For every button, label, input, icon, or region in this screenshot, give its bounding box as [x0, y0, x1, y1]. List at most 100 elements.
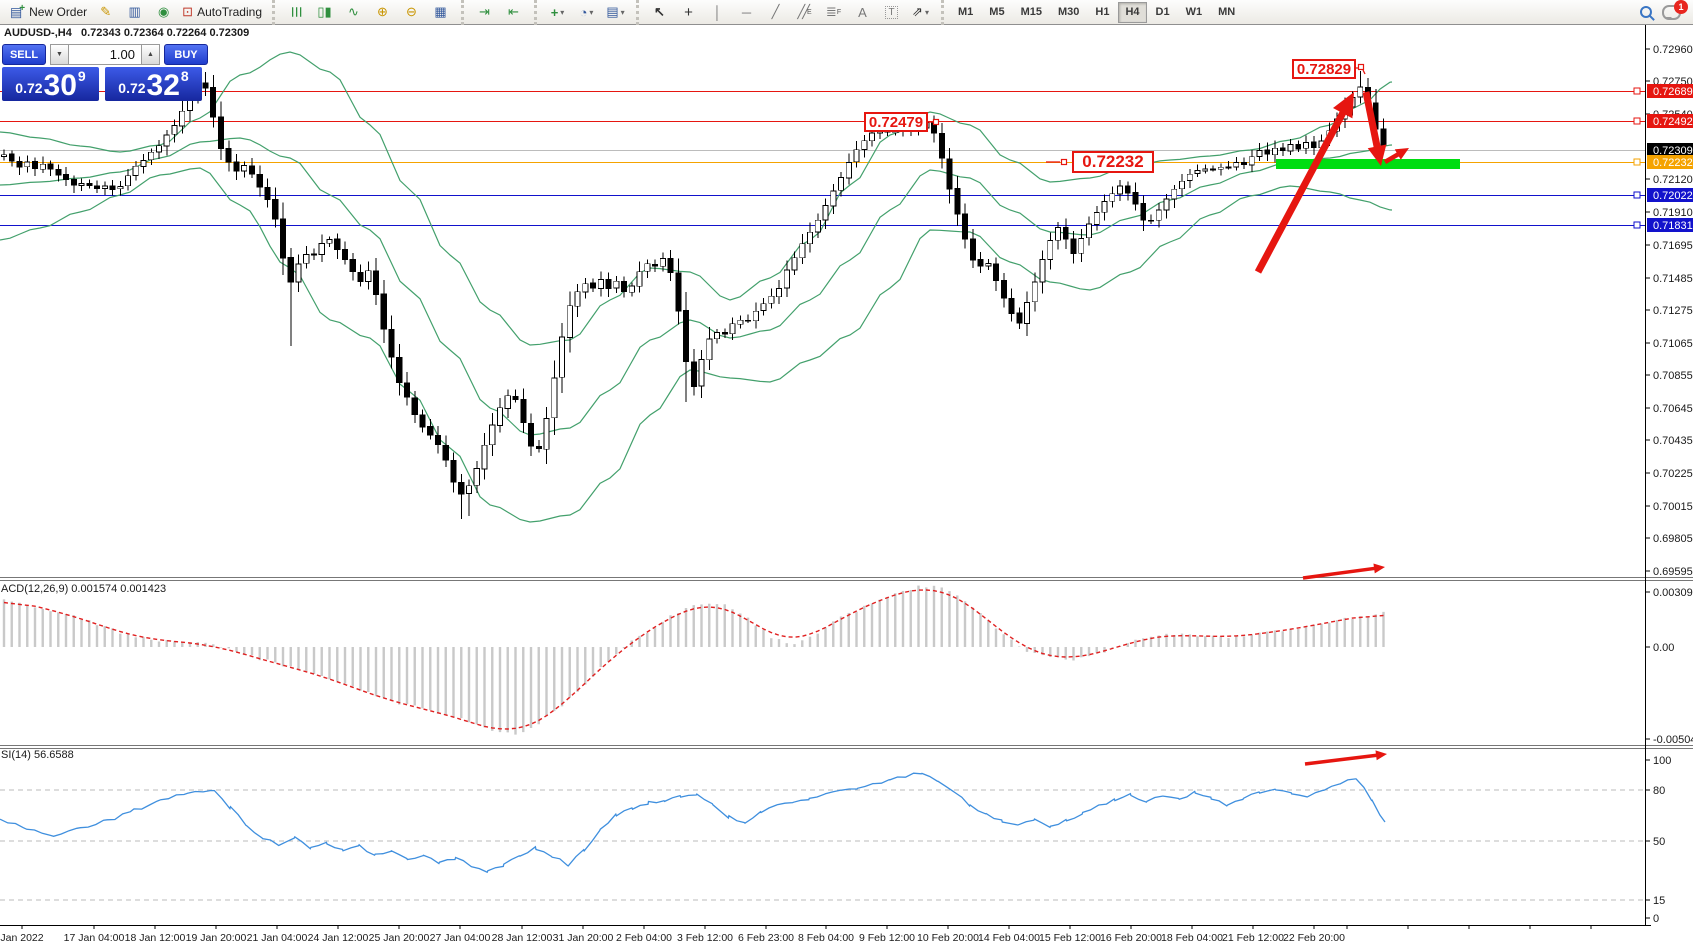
- support-zone-bar[interactable]: [1276, 159, 1460, 169]
- bar-chart-button[interactable]: ☰: [281, 1, 310, 24]
- chart-shift-button[interactable]: ⇤: [499, 1, 528, 24]
- svg-text:0.00: 0.00: [1653, 642, 1674, 654]
- macd-label: ACD(12,26,9) 0.001574 0.001423: [1, 583, 167, 595]
- arrows-button[interactable]: ⇗ ▾: [906, 1, 935, 24]
- svg-text:8 Feb 04:00: 8 Feb 04:00: [798, 932, 854, 944]
- svg-text:-0.005044: -0.005044: [1653, 734, 1693, 746]
- text-label-icon: T: [885, 5, 898, 19]
- tile-windows-icon: ▦: [434, 4, 447, 19]
- notification-badge: 1: [1674, 0, 1688, 14]
- svg-text:0.72960: 0.72960: [1653, 44, 1693, 56]
- line-chart-icon: ∿: [348, 4, 359, 19]
- tf-button-M30[interactable]: M30: [1057, 5, 1080, 18]
- zoom-in-button[interactable]: ⊕: [368, 1, 397, 24]
- zoom-in-icon: ⊕: [377, 4, 388, 19]
- svg-text:14 Feb 04:00: 14 Feb 04:00: [978, 932, 1040, 944]
- arrows-icon: ⇗: [912, 4, 923, 19]
- sell-price-prefix: 0.72: [15, 80, 43, 96]
- svg-text:21 Feb 12:00: 21 Feb 12:00: [1222, 932, 1284, 944]
- svg-text:0.70645: 0.70645: [1653, 403, 1693, 415]
- svg-text:0.72232: 0.72232: [1653, 157, 1693, 169]
- volume-down-stepper[interactable]: ▼: [50, 44, 69, 65]
- svg-text:0.71831: 0.71831: [1653, 220, 1693, 232]
- svg-text:0.72492: 0.72492: [1653, 116, 1693, 128]
- symbol-ohlc-title: AUDUSD-,H4 0.72343 0.72364 0.72264 0.723…: [4, 27, 250, 39]
- chevron-down-icon: ▾: [589, 7, 594, 17]
- tf-button-D1[interactable]: D1: [1155, 5, 1170, 18]
- cursor-button[interactable]: ↖: [645, 1, 674, 24]
- tf-button-M1[interactable]: M1: [958, 5, 974, 18]
- svg-text:0.71910: 0.71910: [1653, 207, 1693, 219]
- time-axis: Jan 2022 17 Jan 04:00 18 Jan 12:00 19 Jan 2…: [0, 925, 1592, 944]
- svg-text:0.72022: 0.72022: [1653, 190, 1693, 202]
- tf-button-H4[interactable]: H4: [1118, 1, 1147, 23]
- svg-text:17 Jan 04:00: 17 Jan 04:00: [64, 932, 125, 944]
- search-icon[interactable]: [1640, 6, 1652, 18]
- candlestick-button[interactable]: ▯▮: [310, 1, 339, 24]
- signal-button[interactable]: ◉: [149, 1, 178, 24]
- svg-text:50: 50: [1653, 836, 1665, 848]
- trendline-button[interactable]: ╱: [761, 1, 790, 24]
- terminal-icon: ▥: [128, 4, 141, 19]
- sell-price-display[interactable]: 0.72 30 9: [2, 67, 99, 101]
- svg-text:0.71065: 0.71065: [1653, 338, 1693, 350]
- tf-button-M5[interactable]: M5: [989, 5, 1005, 18]
- tf-button-MN[interactable]: MN: [1218, 5, 1236, 18]
- sell-price-sup: 9: [77, 68, 86, 84]
- trend-arrows[interactable]: [928, 63, 1409, 766]
- template-icon: ▤: [606, 4, 619, 19]
- tf-button-W1[interactable]: W1: [1185, 5, 1203, 18]
- new-order-button[interactable]: ▤+ New Order: [6, 1, 91, 24]
- channel-button[interactable]: ╱╱ E: [797, 4, 812, 19]
- templates-button[interactable]: ▤ ▾: [601, 1, 630, 24]
- line-chart-button[interactable]: ∿: [339, 1, 368, 24]
- svg-text:25 Jan 20:00: 25 Jan 20:00: [369, 932, 430, 944]
- tf-button-H1[interactable]: H1: [1095, 5, 1110, 18]
- toolbar-group-standard: ▤+ New Order ✎ ▥ ◉ ⊡ AutoTrading: [4, 0, 270, 25]
- annotation-peak-price[interactable]: 0.72829: [1292, 59, 1356, 79]
- terminal-button[interactable]: ▥: [120, 1, 149, 24]
- svg-text:0.72689: 0.72689: [1653, 86, 1693, 98]
- rsi-label: SI(14) 56.6588: [1, 749, 74, 761]
- candles: [0, 71, 1387, 519]
- auto-scroll-button[interactable]: ⇥: [470, 1, 499, 24]
- indicators-button[interactable]: + ▾: [543, 1, 572, 24]
- buy-price-sup: 8: [180, 68, 189, 84]
- tf-button-M15[interactable]: M15: [1020, 5, 1042, 18]
- annotation-mid-price[interactable]: 0.72479: [864, 112, 928, 132]
- one-click-trade-panel: SELL ▼ 1.00 ▲ BUY 0.72 30 9 0.72 32 8: [2, 44, 208, 101]
- zoom-out-icon: ⊖: [406, 4, 417, 19]
- text-button[interactable]: A: [848, 1, 877, 24]
- chat-icon[interactable]: 1: [1662, 0, 1688, 20]
- svg-text:0.69805: 0.69805: [1653, 533, 1693, 545]
- top-toolbar: ▤+ New Order ✎ ▥ ◉ ⊡ AutoTrading ☰ ▯▮ ∿ …: [0, 0, 1693, 25]
- vertical-line-button[interactable]: │: [703, 1, 732, 24]
- chevron-down-icon: ▾: [560, 7, 565, 17]
- volume-up-stepper[interactable]: ▲: [141, 44, 160, 65]
- svg-text:18 Feb 04:00: 18 Feb 04:00: [1161, 932, 1223, 944]
- volume-input[interactable]: 1.00: [69, 44, 141, 65]
- trendline-icon: ╱: [771, 4, 780, 19]
- signal-icon: ◉: [157, 4, 170, 19]
- price-axis: 0.729600.727500.725400.721200.719100.716…: [1645, 44, 1693, 925]
- svg-text:21 Jan 04:00: 21 Jan 04:00: [247, 932, 308, 944]
- buy-price-display[interactable]: 0.72 32 8: [105, 67, 202, 101]
- annotation-support-price[interactable]: 0.72232: [1072, 151, 1154, 173]
- channel-icon: ╱╱: [797, 4, 810, 19]
- svg-text:10 Feb 20:00: 10 Feb 20:00: [917, 932, 979, 944]
- horizontal-line-button[interactable]: ─: [732, 1, 761, 24]
- autotrading-button[interactable]: ⊡ AutoTrading: [178, 1, 266, 24]
- svg-text:0.003094: 0.003094: [1653, 587, 1693, 599]
- periods-button[interactable]: ◔ ▾: [572, 1, 601, 24]
- svg-text:9 Feb 12:00: 9 Feb 12:00: [859, 932, 915, 944]
- buy-button[interactable]: BUY: [164, 44, 208, 65]
- zoom-out-button[interactable]: ⊖: [397, 1, 426, 24]
- svg-text:15: 15: [1653, 895, 1665, 907]
- tile-windows-button[interactable]: ▦: [426, 1, 455, 24]
- text-label-button[interactable]: T: [877, 1, 906, 24]
- crayon-button[interactable]: ✎: [91, 1, 120, 24]
- fibonacci-button[interactable]: ≣ F: [825, 4, 842, 19]
- sell-button[interactable]: SELL: [2, 44, 46, 65]
- crosshair-button[interactable]: +: [674, 1, 703, 24]
